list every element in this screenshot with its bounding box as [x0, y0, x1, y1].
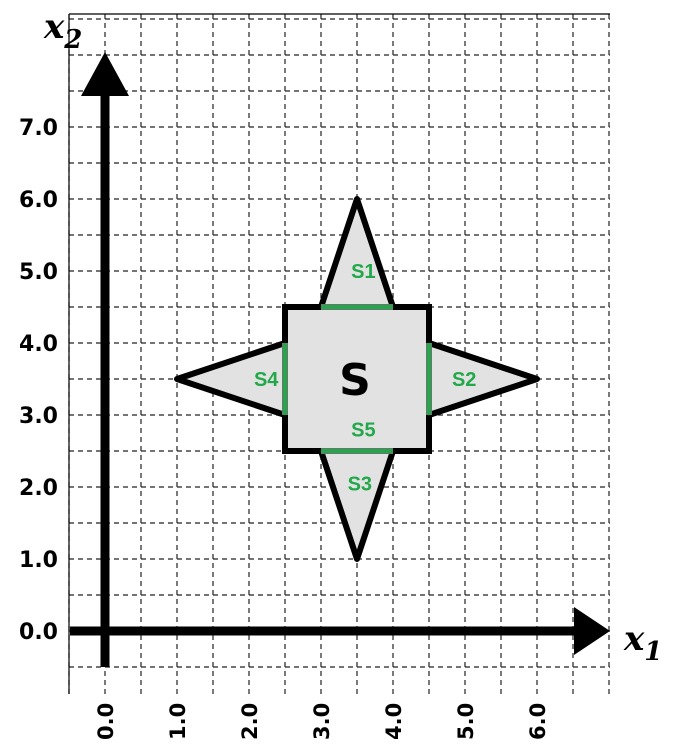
- y-tick-labels: 0.0 1.0 2.0 3.0 4.0 5.0 6.0 7.0: [19, 116, 58, 645]
- x-tick-label: 5.0: [454, 703, 478, 740]
- x-tick-label: 3.0: [310, 703, 334, 740]
- y-axis-name: x2: [43, 7, 82, 55]
- x-tick-label: 2.0: [238, 703, 262, 740]
- triangle-right: [426, 340, 540, 418]
- x-axis-subscript: 1: [644, 637, 662, 667]
- x-axis-letter: x: [623, 619, 645, 659]
- x-axis-name: x1: [623, 619, 662, 667]
- y-tick-label: 4.0: [19, 332, 58, 357]
- region-label: S: [339, 355, 371, 406]
- y-tick-label: 3.0: [19, 404, 58, 429]
- y-axis-arrowhead: [81, 52, 129, 96]
- axes: [70, 52, 610, 667]
- y-tick-label: 6.0: [19, 188, 58, 213]
- y-tick-label: 0.0: [19, 620, 58, 645]
- boundary-segments: S1 S2 S3 S4 S5: [254, 261, 476, 495]
- x-tick-label: 6.0: [526, 703, 550, 740]
- segment-label-s2: S2: [452, 369, 476, 391]
- x-tick-labels: 0.0 1.0 2.0 3.0 4.0 5.0 6.0: [94, 703, 550, 740]
- y-tick-label: 7.0: [19, 116, 58, 141]
- y-tick-label: 2.0: [19, 476, 58, 501]
- y-axis-letter: x: [43, 7, 65, 47]
- x-tick-label: 1.0: [166, 703, 190, 740]
- x-axis-arrowhead: [574, 607, 610, 655]
- y-tick-label: 1.0: [19, 548, 58, 573]
- segment-label-s1: S1: [351, 261, 375, 283]
- y-axis-subscript: 2: [63, 25, 82, 55]
- x-tick-label: 0.0: [94, 703, 118, 740]
- y-tick-label: 5.0: [19, 260, 58, 285]
- dashed-grid: [68, 13, 610, 694]
- segment-label-s4: S4: [254, 369, 279, 391]
- triangle-top: [318, 196, 396, 310]
- x-tick-label: 4.0: [382, 703, 406, 740]
- triangle-bottom: [318, 448, 396, 562]
- segment-label-s3: S3: [348, 473, 372, 495]
- segment-label-s5: S5: [351, 419, 375, 441]
